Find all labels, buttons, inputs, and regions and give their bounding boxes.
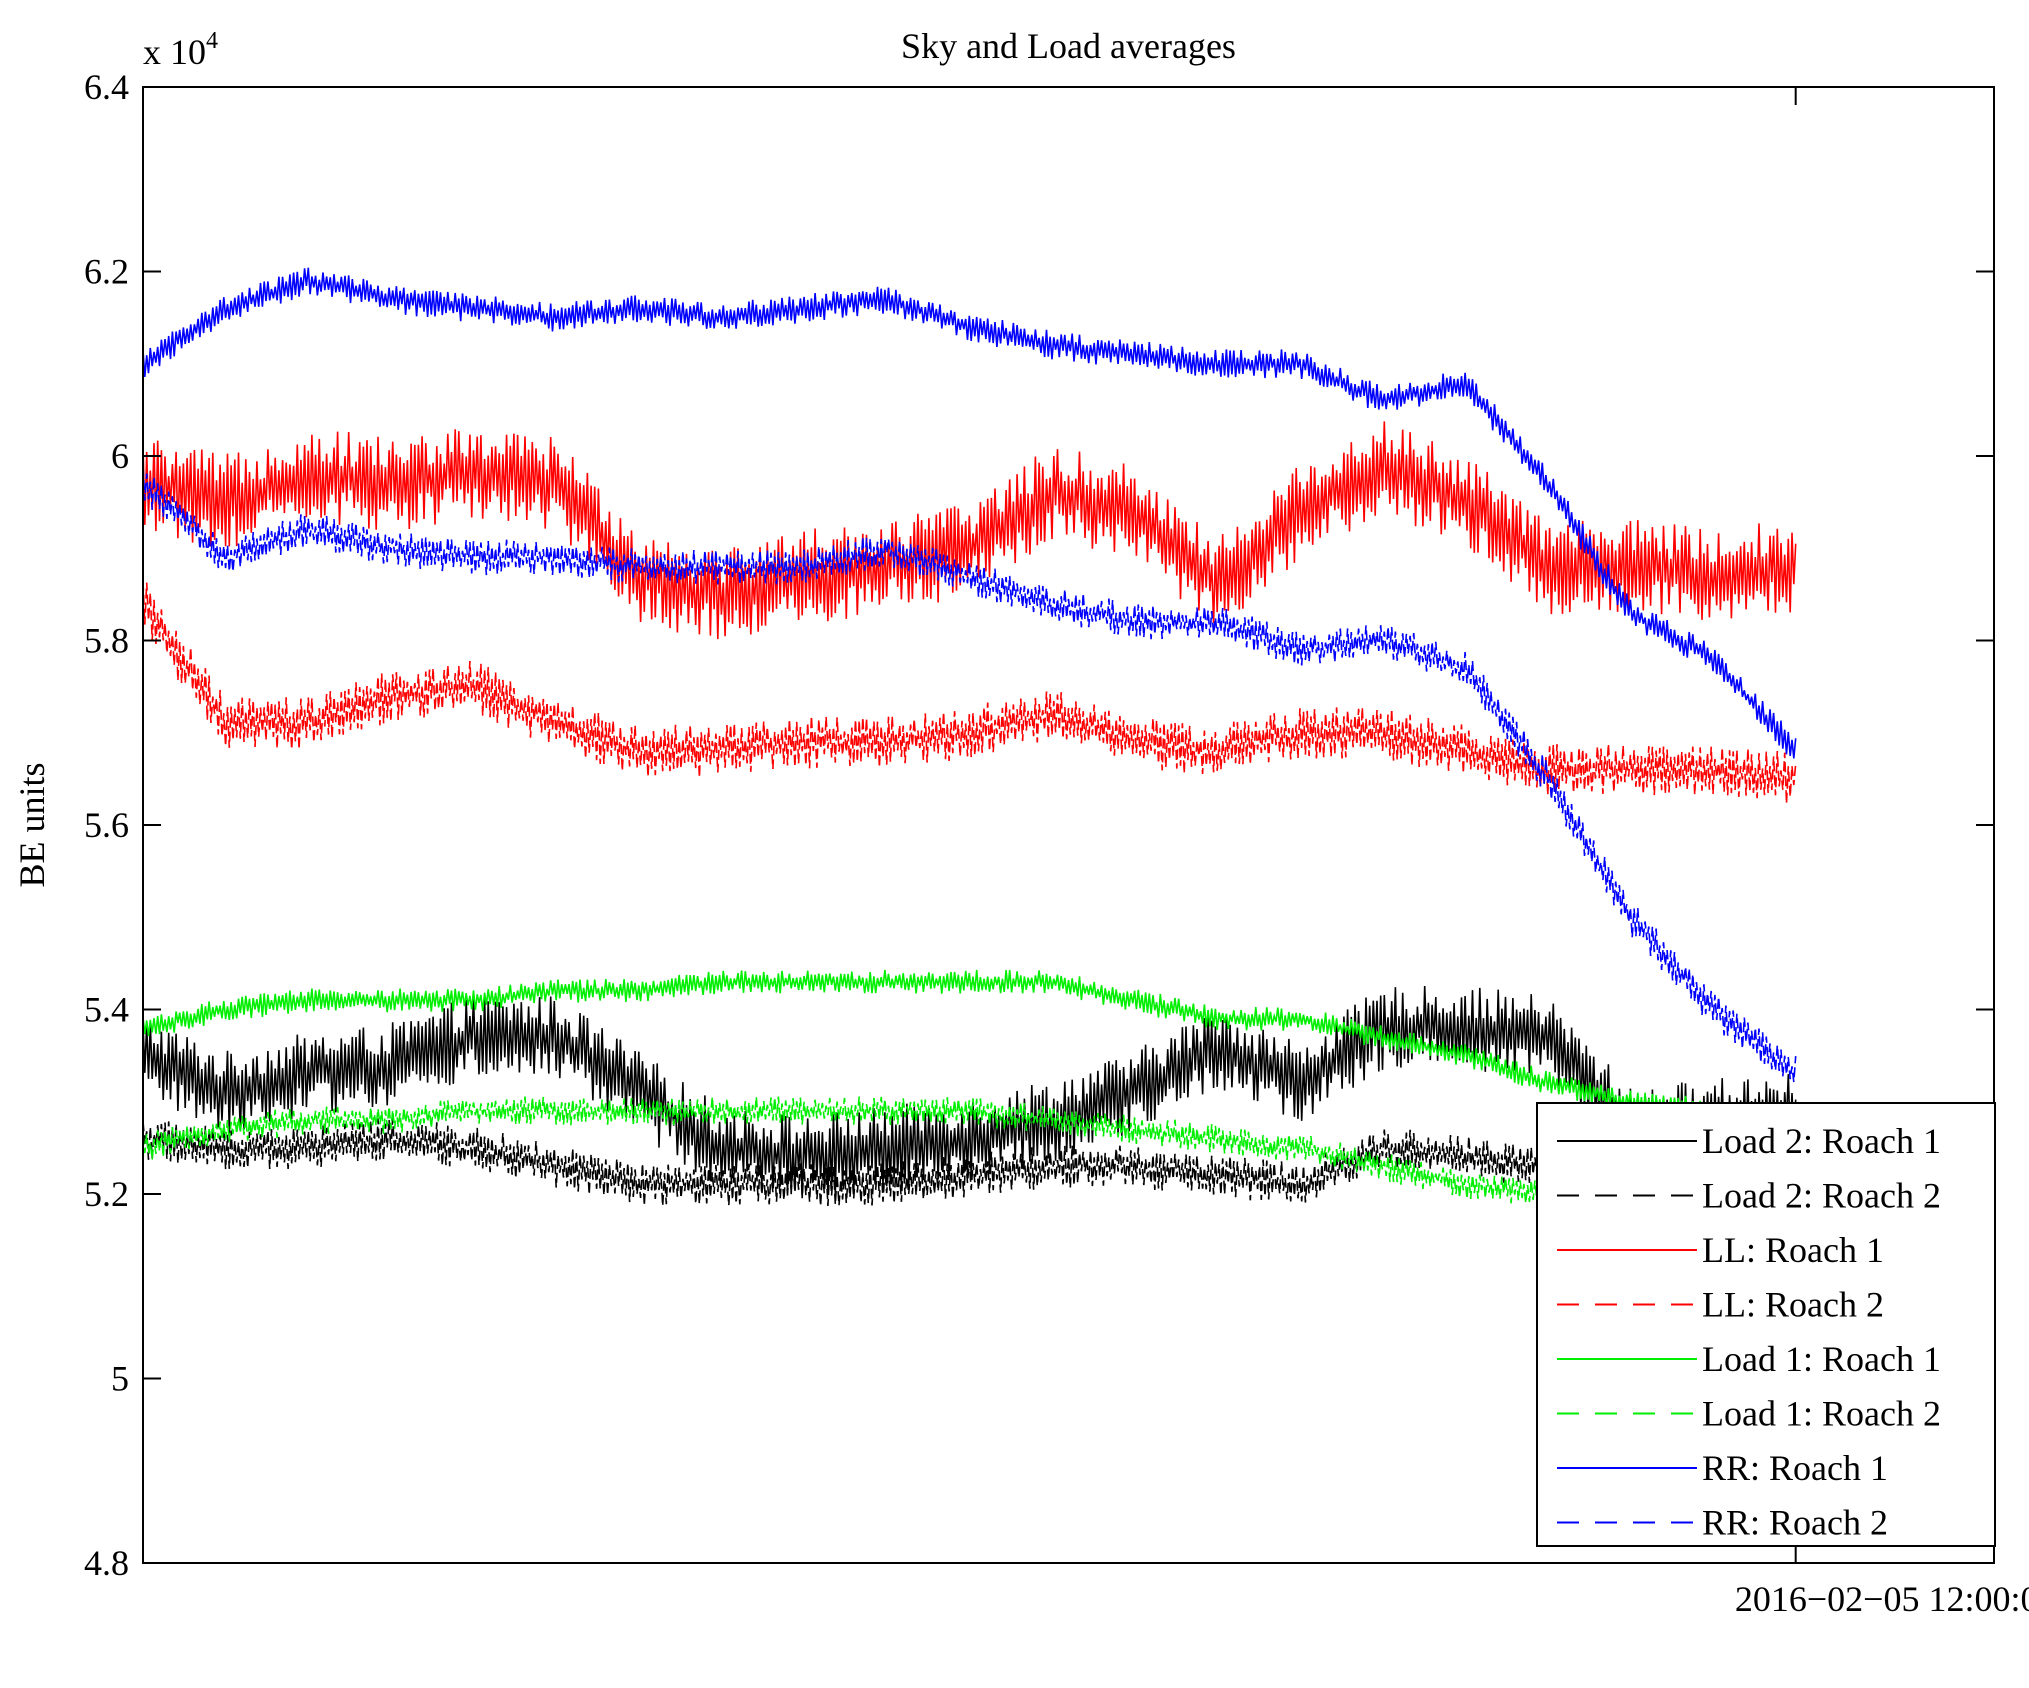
legend-entry-label: LL: Roach 1: [1702, 1230, 1884, 1270]
legend-entry-label: Load 1: Roach 1: [1702, 1339, 1941, 1379]
series-line-6: [143, 267, 1797, 759]
y-multiplier-exponent: 4: [206, 28, 218, 54]
legend-entry-label: Load 2: Roach 1: [1702, 1121, 1941, 1161]
legend-entry-label: RR: Roach 2: [1702, 1503, 1888, 1543]
y-tick-label: 6.4: [84, 67, 129, 107]
y-tick-label: 5.8: [84, 621, 129, 661]
series-line-2: [143, 421, 1797, 640]
y-tick-label: 6.2: [84, 252, 129, 292]
y-tick-label: 5.2: [84, 1174, 129, 1214]
series-line-7: [143, 465, 1797, 1083]
chart-title: Sky and Load averages: [901, 26, 1236, 66]
legend: Load 2: Roach 1 Load 2: Roach 2 LL: Roach …: [1536, 1102, 1996, 1547]
series-line-0: [143, 985, 1797, 1199]
y-tick-label: 5.4: [84, 990, 129, 1030]
legend-entry-label: Load 2: Roach 2: [1702, 1176, 1941, 1216]
series-line-3: [143, 580, 1797, 804]
y-axis-multiplier: x 104: [143, 28, 218, 72]
ticks-layer: 4.8 5 5.2 5.4 5.6 5.8 6 6.2 6.4 2016−02−05 12:00:…: [84, 67, 2029, 1619]
y-tick-label: 5: [111, 1359, 129, 1399]
y-axis-label: BE units: [12, 762, 52, 887]
legend-entry-label: LL: Roach 2: [1702, 1285, 1884, 1325]
x-tick-label: 2016−02−05 12:00:00: [1735, 1579, 2029, 1619]
series-line-1: [143, 1118, 1797, 1209]
y-multiplier-base: x 10: [143, 32, 206, 72]
legend-entry-label: Load 1: Roach 2: [1702, 1394, 1941, 1434]
series-line-4: [143, 969, 1797, 1131]
legend-box: [1536, 1102, 1996, 1547]
series-line-5: [143, 1096, 1797, 1227]
series-layer: [143, 267, 1797, 1227]
legend-entry-label: RR: Roach 1: [1702, 1448, 1888, 1488]
y-tick-label: 6: [111, 436, 129, 476]
y-tick-label: 5.6: [84, 805, 129, 845]
y-tick-label: 4.8: [84, 1543, 129, 1583]
